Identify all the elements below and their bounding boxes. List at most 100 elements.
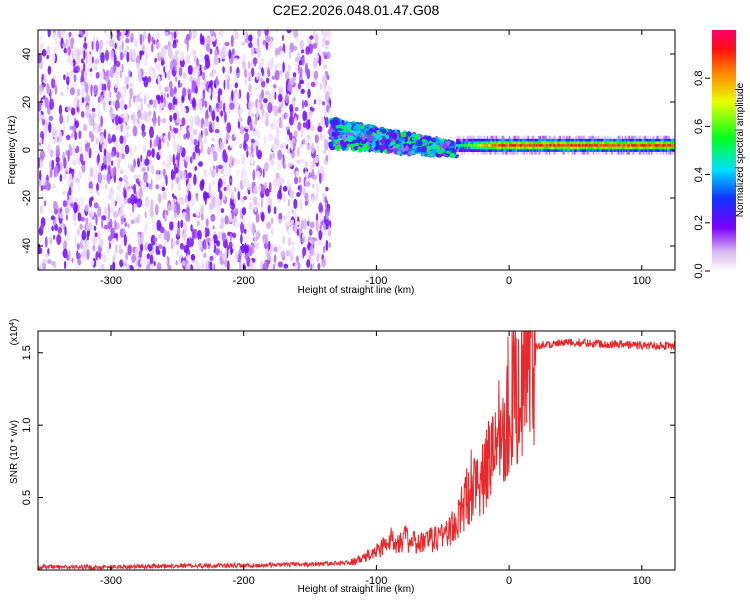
heatmap-cell [627, 149, 630, 152]
heatmap-cell [193, 138, 198, 146]
heatmap-cell [170, 216, 174, 221]
heatmap-cell [475, 141, 479, 145]
heatmap-cell [621, 143, 625, 147]
heatmap-cell [584, 151, 587, 155]
heatmap-cell [322, 245, 326, 254]
heatmap-cell [207, 146, 211, 156]
heatmap-cell [550, 146, 553, 150]
heatmap-cell [473, 143, 476, 147]
heatmap-cell [576, 149, 579, 152]
heatmap-cell [548, 138, 552, 142]
heatmap-cell [217, 164, 223, 170]
heatmap-cell [586, 141, 589, 145]
heatmap-cell [490, 151, 493, 155]
heatmap-cell [485, 149, 488, 152]
heatmap-cell [51, 77, 56, 89]
heatmap-cell [130, 114, 134, 120]
heatmap-cell [171, 104, 175, 111]
heatmap-cell [385, 134, 390, 139]
heatmap-cell [603, 141, 606, 145]
heatmap-cell [541, 135, 544, 139]
heatmap-cell [460, 143, 463, 147]
heatmap-cell [587, 149, 590, 152]
heatmap-cell [153, 222, 157, 232]
heatmap-cell [55, 156, 60, 163]
heatmap-cell [600, 141, 603, 145]
heatmap-cell [107, 202, 110, 211]
heatmap-cell [611, 149, 614, 152]
heatmap-cell [537, 149, 540, 152]
heatmap-cell [663, 146, 666, 150]
heatmap-cell [94, 149, 99, 155]
heatmap-cell [88, 175, 92, 183]
heatmap-cell [371, 141, 376, 148]
heatmap-cell [513, 135, 516, 139]
heatmap-cell [647, 151, 650, 155]
heatmap-cell [294, 57, 300, 63]
heatmap-cell [74, 47, 77, 56]
heatmap-cell [537, 146, 540, 150]
heatmap-cell [249, 202, 253, 210]
heatmap-cell [563, 141, 566, 145]
heatmap-cell [564, 135, 568, 139]
heatmap-cell [288, 198, 291, 207]
heatmap-cell [343, 144, 348, 148]
heatmap-cell [88, 83, 91, 90]
heatmap-cell [194, 165, 198, 172]
heatmap-cell [195, 195, 199, 202]
heatmap-cell [288, 115, 294, 126]
heatmap-cell [641, 149, 644, 152]
heatmap-cell [325, 186, 329, 192]
heatmap-cell [466, 143, 469, 147]
heatmap-cell [202, 124, 205, 133]
heatmap-cell [487, 138, 491, 142]
heatmap-cell [669, 143, 672, 147]
heatmap-cell [582, 135, 585, 139]
heatmap-cell [175, 92, 178, 100]
heatmap-cell [510, 149, 513, 152]
heatmap-cell [515, 143, 518, 147]
heatmap-cell [267, 102, 273, 114]
heatmap-cell [106, 152, 112, 164]
heatmap-cell [625, 149, 629, 152]
heatmap-cell [559, 141, 562, 145]
heatmap-cell [200, 141, 204, 153]
heatmap-cell [595, 151, 598, 155]
heatmap-cell [580, 149, 583, 152]
heatmap-cell [594, 151, 597, 155]
heatmap-cell [470, 146, 473, 150]
heatmap-cell [617, 149, 621, 152]
heatmap-cell [127, 223, 130, 229]
heatmap-cell [156, 262, 162, 270]
heatmap-cell [141, 123, 146, 132]
heatmap-cell [293, 214, 298, 219]
heatmap-cell [234, 186, 237, 193]
heatmap-cell [511, 141, 514, 145]
heatmap-cell [316, 93, 319, 101]
heatmap-cell [38, 102, 42, 112]
heatmap-cell [588, 146, 591, 150]
heatmap-cell [73, 220, 77, 227]
heatmap-cell [223, 186, 227, 192]
heatmap-cell [623, 143, 626, 147]
heatmap-cell [517, 138, 520, 142]
heatmap-cell [563, 143, 566, 147]
heatmap-cell [85, 30, 89, 38]
heatmap-cell [73, 202, 78, 214]
heatmap-cell [580, 146, 583, 150]
heatmap-cell [126, 45, 129, 51]
heatmap-cell [44, 120, 49, 132]
heatmap-cell [73, 43, 75, 52]
heatmap-cell [583, 149, 586, 152]
heatmap-cell [92, 245, 96, 252]
heatmap-cell [101, 39, 104, 49]
heatmap-cell [538, 149, 541, 152]
heatmap-cell [240, 233, 243, 245]
heatmap-cell [566, 149, 569, 152]
heatmap-cell [234, 130, 237, 138]
heatmap-cell [481, 141, 484, 145]
heatmap-cell [190, 253, 196, 261]
heatmap-cell [542, 146, 545, 150]
heatmap-cell [538, 143, 541, 147]
heatmap-cell [668, 138, 671, 142]
